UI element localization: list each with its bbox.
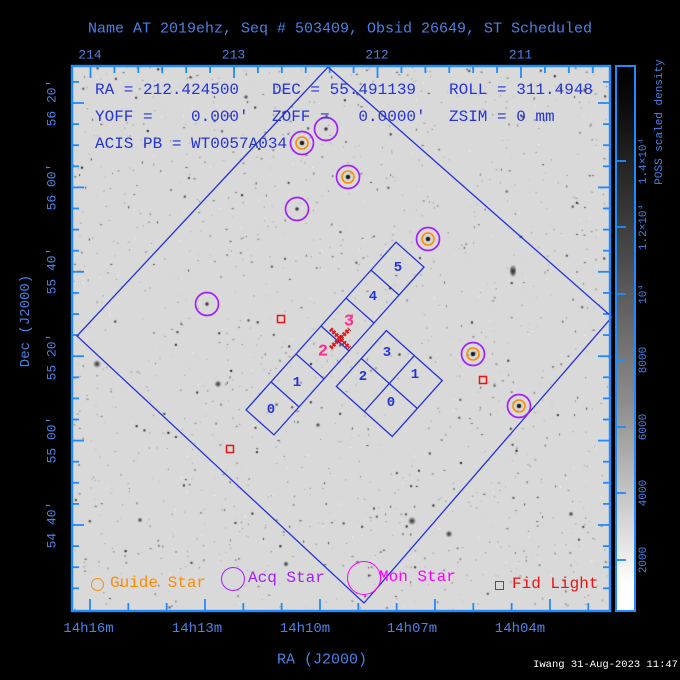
colorbar-label: 1.4×10⁴ (638, 137, 650, 185)
acq-star-circle (194, 291, 220, 317)
chip-cell-line (270, 381, 300, 408)
colorbar-label: 8000 (638, 346, 650, 374)
target-x-marker (328, 327, 352, 350)
chip-label: 1 (292, 375, 302, 391)
acq-star-circle (460, 341, 486, 367)
pointing-info-text: ACIS PB = WT0057A034 (95, 135, 288, 153)
colorbar-label: 10⁴ (638, 284, 650, 304)
top-axis-label: 212 (365, 47, 389, 63)
top-axis-label: 213 (221, 47, 246, 63)
chip-cell-line (360, 358, 418, 409)
chip-label: 4 (368, 289, 378, 305)
x-axis-title: RA (J2000) (276, 651, 368, 669)
legend-item-label: Guide Star (110, 574, 207, 592)
acq-star-circle (289, 130, 315, 156)
pointing-info-text: YOFF = 0.000' (95, 108, 249, 126)
colorbar-gradient (615, 65, 636, 612)
guide-star-circle (512, 399, 526, 413)
acq-star-circle (313, 116, 339, 142)
colorbar-label: 4000 (638, 479, 650, 507)
axis-tick (328, 327, 352, 350)
guide-star-circle (466, 347, 480, 361)
pointing-info-text: ZOFF = 0.0000' (272, 108, 426, 126)
acq-star-circle (415, 226, 441, 252)
dec-axis-label: 55 20' (44, 333, 60, 381)
dec-axis-label: 55 00' (44, 416, 60, 464)
acis-s-array (245, 241, 425, 436)
legend-item-label: Acq Star (248, 569, 325, 587)
guide-star-circle (341, 170, 355, 184)
top-axis-label: 214 (78, 47, 102, 63)
colorbar-title: POSS scaled density (654, 59, 666, 185)
legend-item-label: Fid Light (512, 575, 599, 593)
dec-axis-label: 55 40' (44, 247, 60, 295)
chip-label: 5 (393, 260, 403, 276)
y-axis-title: Dec (J2000) (18, 274, 34, 368)
dec-axis-label: 56 00' (44, 163, 60, 211)
dec-axis-label: 56 20' (44, 79, 60, 127)
chip-label: 2 (317, 342, 329, 362)
guide-star-circle (295, 136, 309, 150)
acq-star-circle (506, 393, 532, 419)
acq-star-swatch-icon (221, 567, 245, 591)
chip-cell-line (295, 353, 325, 380)
chip-cell-line (345, 297, 375, 324)
plot-frame (70, 64, 612, 613)
chip-cell-line (370, 269, 400, 296)
colorbar-label: 6000 (638, 413, 650, 441)
chip-label: 0 (386, 395, 396, 411)
fid-light-square (276, 314, 286, 324)
plot-title: Name AT 2019ehz, Seq # 503409, Obsid 266… (87, 20, 593, 38)
fid-light-square (225, 444, 235, 454)
axis-tick (328, 327, 352, 350)
mon-star-swatch-icon (347, 561, 381, 595)
pointing-info-text: RA = 212.424500 (95, 81, 240, 99)
starfield-image (72, 66, 610, 611)
acis-i-array (335, 329, 444, 438)
top-axis-label: 211 (508, 47, 533, 63)
pointing-info-text: ZSIM = 0 mm (449, 108, 555, 126)
guide-star-circle (421, 232, 435, 246)
bottom-axis-label: 14h16m (63, 621, 114, 637)
chip-label: 3 (343, 312, 355, 332)
chip-label: 2 (358, 369, 368, 385)
colorbar-label: 2000 (638, 546, 650, 574)
fid-light-square (478, 375, 488, 385)
chip-cell-line (320, 325, 350, 352)
chip-label: 0 (266, 402, 276, 418)
bottom-axis-label: 14h07m (386, 621, 438, 637)
bottom-axis-label: 14h04m (494, 621, 546, 637)
bottom-axis-label: 14h10m (279, 621, 331, 637)
pointing-info-text: DEC = 55.491139 (272, 81, 417, 99)
colorbar-label: 1.2×10⁴ (638, 203, 650, 251)
acq-star-circle (284, 196, 310, 222)
chip-label: 3 (382, 345, 392, 361)
dec-axis-label: 54 40' (44, 501, 60, 549)
bottom-axis-label: 14h13m (171, 621, 223, 637)
credit-timestamp: Iwang 31-Aug-2023 11:47 (533, 659, 678, 671)
guide-star-swatch-icon (90, 577, 104, 591)
fid-light-swatch-icon (494, 580, 504, 590)
pointing-info-text: ROLL = 311.4948 (449, 81, 594, 99)
acq-star-circle (335, 164, 361, 190)
fov-outline (76, 66, 613, 604)
legend-item-label: Mon Star (379, 568, 456, 586)
chip-label: 1 (410, 367, 420, 383)
